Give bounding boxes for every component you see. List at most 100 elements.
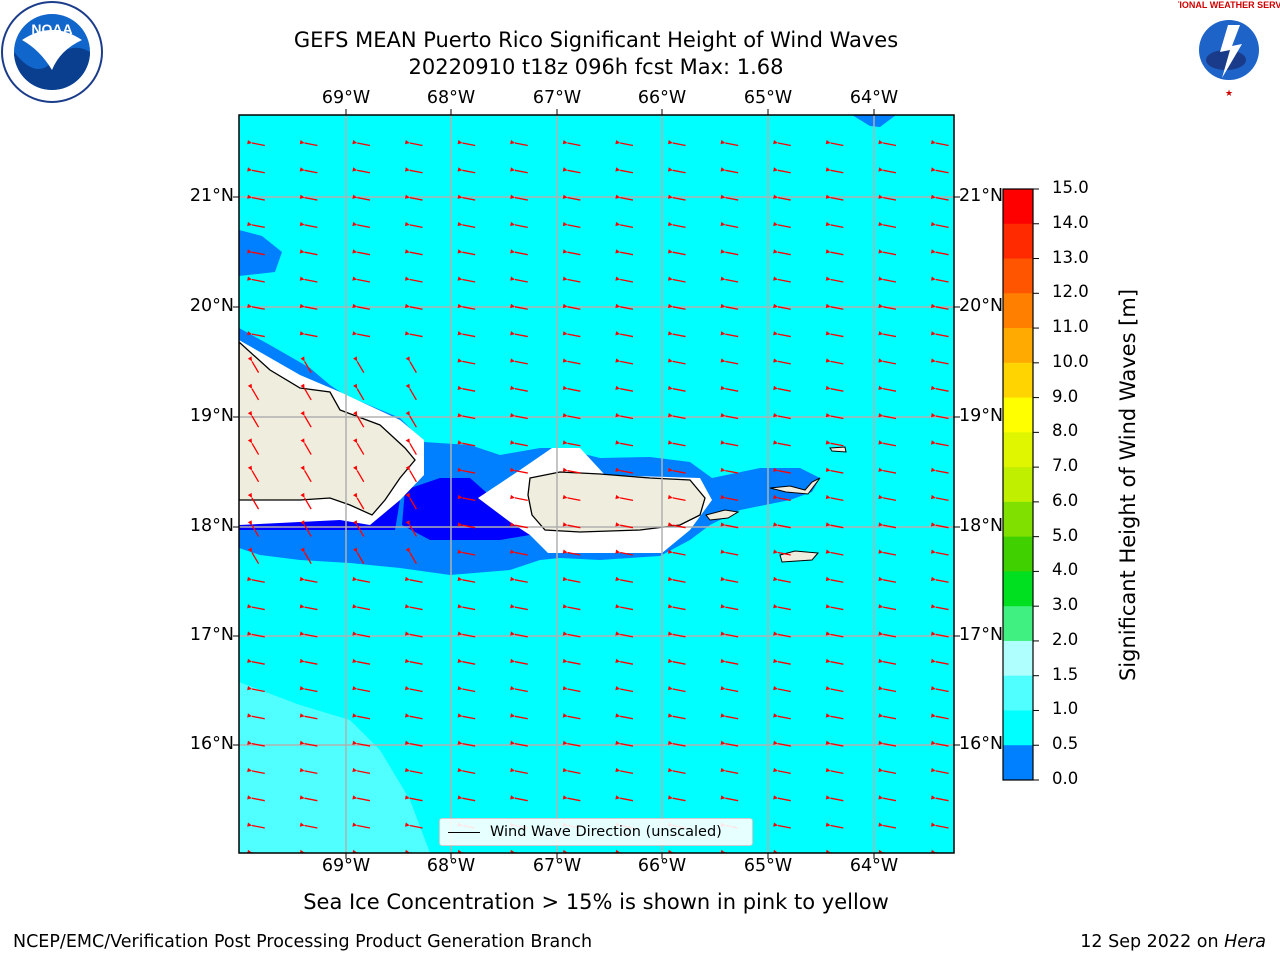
wave-direction-arrow: [299, 249, 318, 256]
chart-title: GEFS MEAN Puerto Rico Significant Height…: [293, 28, 899, 52]
wave-direction-arrow: [825, 413, 844, 420]
wave-direction-arrow: [510, 686, 528, 693]
wave-direction-arrow: [510, 385, 528, 392]
wave-direction-arrow: [825, 576, 844, 583]
colorbar-swatch: [1003, 745, 1033, 781]
wave-direction-arrow: [405, 438, 417, 455]
wave-direction-arrow: [773, 221, 791, 229]
wave-direction-arrow: [510, 221, 528, 229]
wave-direction-arrow: [667, 358, 686, 365]
wave-direction-arrow: [562, 440, 581, 447]
wave-direction-arrow: [615, 303, 634, 310]
wave-direction-arrow: [457, 194, 476, 201]
wave-direction-arrow: [878, 631, 897, 638]
wave-direction-arrow: [247, 713, 265, 720]
wave-direction-arrow: [825, 631, 844, 638]
axis-tick-label: 65°W: [743, 88, 793, 108]
wave-direction-arrow: [405, 465, 417, 483]
wave-direction-arrow: [300, 411, 312, 428]
wave-direction-arrow: [878, 849, 888, 853]
wave-direction-arrow: [562, 522, 581, 529]
wave-direction-arrow: [510, 713, 528, 720]
wave-direction-arrow: [773, 467, 791, 474]
wave-direction-arrow: [562, 576, 581, 583]
colorbar-tick-label: 9.0: [1052, 386, 1079, 406]
wave-direction-arrow: [510, 140, 528, 147]
wave-direction-arrow: [510, 740, 528, 747]
wave-direction-arrow: [510, 467, 528, 474]
footer-date-text: 12 Sep 2022 on: [1080, 932, 1225, 952]
wave-direction-arrow: [720, 331, 739, 338]
wave-direction-arrow: [457, 658, 476, 665]
colorbar-swatch: [1003, 328, 1033, 364]
wave-direction-arrow: [667, 331, 686, 338]
wave-direction-arrow: [615, 713, 634, 720]
wave-direction-arrow: [562, 276, 581, 283]
wave-direction-arrow: [562, 740, 581, 747]
wave-direction-arrow: [773, 740, 791, 747]
wave-direction-arrow: [773, 604, 791, 611]
wave-direction-arrow: [299, 713, 318, 720]
wave-direction-arrow: [247, 547, 260, 565]
wave-direction-arrow: [773, 194, 791, 201]
wave-direction-arrow: [930, 249, 949, 256]
wave-direction-arrow: [667, 467, 686, 474]
wave-direction-arrow: [930, 303, 949, 310]
axis-tick-label: 69°W: [321, 88, 371, 108]
colorbar-tick-label: 6.0: [1052, 490, 1079, 510]
land-vieques: [705, 509, 740, 521]
wave-direction-arrow: [562, 413, 581, 420]
wave-direction-arrow: [299, 194, 318, 201]
footer-date: 12 Sep 2022 on Hera: [1080, 932, 1266, 952]
wave-direction-arrow: [720, 440, 739, 447]
wave-direction-arrow: [405, 356, 417, 373]
wave-direction-arrow: [562, 849, 573, 853]
wave-direction-arrow: [299, 740, 318, 747]
wave-direction-arrow: [930, 604, 949, 611]
wave-direction-arrow: [878, 358, 897, 365]
wave-direction-arrow: [720, 604, 739, 611]
wave-direction-arrow: [404, 822, 423, 829]
wave-direction-arrow: [615, 140, 634, 147]
wave-direction-arrow: [720, 140, 739, 147]
wave-direction-arrow: [457, 303, 476, 310]
wave-direction-arrow: [773, 686, 791, 693]
axis-tick-label: 17°N: [189, 625, 234, 645]
wave-direction-arrow: [247, 167, 265, 174]
wave-direction-arrow: [457, 549, 476, 556]
wave-direction-arrow: [773, 795, 791, 802]
wave-direction-arrow: [825, 494, 844, 502]
wave-direction-arrow: [773, 767, 791, 775]
wave-direction-arrow: [352, 767, 371, 775]
axis-tick-label: 68°W: [426, 88, 476, 108]
wave-direction-arrow: [457, 167, 476, 174]
land-puerto-rico: [527, 471, 706, 533]
colorbar-tick-label: 2.0: [1052, 629, 1079, 649]
wave-direction-arrow: [878, 822, 897, 829]
wave-zone-0.0-0.5-mona: [402, 478, 530, 540]
wave-direction-arrow: [299, 795, 318, 802]
wave-direction-arrow: [247, 140, 265, 147]
wave-direction-arrow: [510, 194, 528, 201]
wave-direction-arrow: [510, 358, 528, 365]
wave-direction-arrow: [878, 767, 897, 775]
wave-direction-arrow: [457, 440, 476, 447]
colorbar-tick-label: 3.0: [1052, 595, 1079, 615]
axis-tick-label: 19°N: [959, 406, 1004, 426]
wave-direction-arrow: [247, 356, 260, 373]
axis-tick-label: 66°W: [637, 88, 687, 108]
wave-direction-arrow: [457, 467, 476, 474]
legend-line-icon: [448, 831, 480, 833]
wave-direction-arrow: [878, 576, 897, 583]
wave-direction-arrow: [299, 658, 318, 665]
wave-direction-arrow: [720, 194, 739, 201]
nws-logo-text: NATIONAL WEATHER SERVICE: [1178, 0, 1280, 10]
wave-direction-arrow: [352, 822, 371, 829]
wave-direction-arrow: [562, 658, 581, 665]
wave-direction-arrow: [510, 167, 528, 174]
wave-direction-arrow: [773, 494, 791, 502]
chart-subtitle: 20220910 t18z 096h fcst Max: 1.68: [408, 55, 784, 79]
wave-direction-arrow: [878, 385, 897, 392]
wave-direction-arrow: [615, 385, 634, 392]
wave-direction-arrow: [300, 547, 312, 565]
